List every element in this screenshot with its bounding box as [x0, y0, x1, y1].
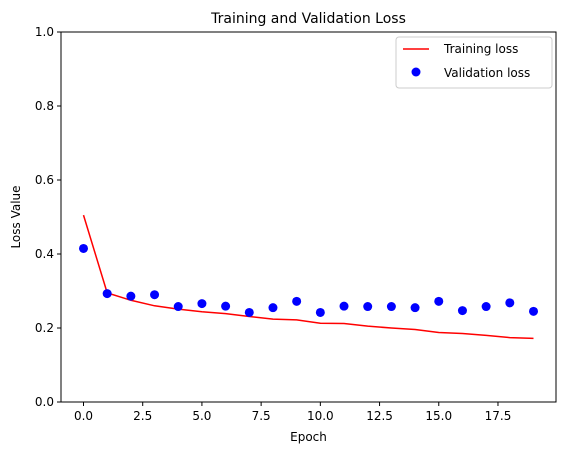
validation-loss-point [197, 299, 207, 309]
y-tick-label: 0.0 [35, 395, 54, 409]
y-tick-label: 0.2 [35, 321, 54, 335]
x-tick-label: 15.0 [425, 409, 452, 423]
x-axis-title: Epoch [290, 430, 327, 444]
series-layer [79, 214, 538, 340]
validation-loss-point [79, 243, 88, 253]
y-tick-label: 0.8 [35, 99, 54, 113]
validation-loss-point [268, 303, 278, 313]
legend-box [395, 36, 553, 89]
validation-loss-point [363, 302, 373, 312]
validation-loss-point [150, 290, 160, 300]
validation-loss-point [457, 306, 467, 316]
legend-validation-marker-sample [411, 67, 421, 77]
validation-loss-point [244, 307, 254, 317]
y-tick-label: 0.4 [35, 247, 54, 261]
validation-loss-point [292, 296, 302, 306]
plot-area [61, 32, 556, 402]
validation-loss-point [434, 296, 444, 306]
validation-loss-point [102, 289, 112, 299]
x-tick-label: 10.0 [307, 409, 334, 423]
plot-frame [60, 31, 557, 403]
training-loss-line [82, 214, 534, 340]
x-tick-label: 0.0 [74, 409, 93, 423]
x-tick-label: 7.5 [252, 409, 271, 423]
validation-loss-point [221, 301, 231, 311]
validation-loss-point [173, 302, 183, 312]
chart-title: Training and Validation Loss [210, 11, 406, 27]
x-tick-label: 17.5 [485, 409, 512, 423]
validation-loss-point [410, 303, 420, 313]
y-axis-ticks: 0.0 0.2 0.4 0.6 0.8 1.0 [35, 25, 61, 409]
y-axis-title: Loss Value [9, 185, 23, 248]
validation-loss-point [315, 307, 325, 317]
validation-loss-point [481, 302, 491, 312]
legend-training-label: Training loss [443, 42, 518, 56]
x-tick-label: 2.5 [133, 409, 152, 423]
legend-validation-label: Validation loss [444, 66, 530, 80]
validation-loss-point [529, 306, 538, 316]
x-axis-ticks: 0.0 2.5 5.0 7.5 10.0 12.5 15.0 17.5 [74, 402, 511, 423]
validation-loss-point [339, 301, 349, 311]
x-tick-label: 12.5 [366, 409, 393, 423]
y-tick-label: 1.0 [35, 25, 54, 39]
validation-loss-point [505, 298, 515, 308]
y-tick-label: 0.6 [35, 173, 54, 187]
validation-loss-point [386, 302, 396, 312]
validation-loss-point [126, 291, 136, 301]
legend: Training loss Validation loss [395, 36, 553, 89]
x-tick-label: 5.0 [192, 409, 211, 423]
